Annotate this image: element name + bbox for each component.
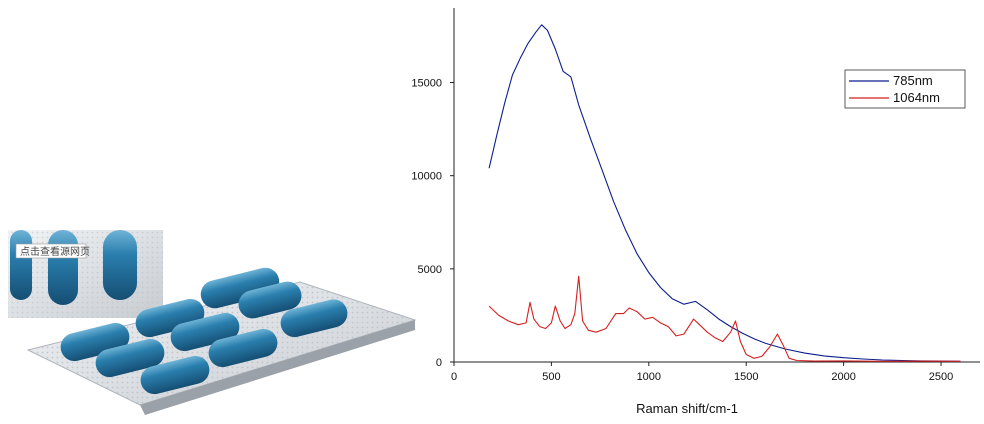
legend-label-1064nm: 1064nm [893,90,940,105]
raman-chart: 0 500 1000 1500 2000 2500 0 5000 10000 15000 785n… [390,0,984,419]
y-tick-label: 5000 [418,264,442,276]
legend: 785nm 1064nm [844,69,966,109]
x-tick-label: 0 [451,371,457,383]
y-tick-label: 15000 [411,78,442,90]
x-tick-label: 2500 [929,371,953,383]
series-line-1064nm [488,275,961,362]
y-tick-label: 10000 [411,171,442,183]
inset-photo: 点击查看源网页 [8,230,163,318]
series-layer [488,24,961,362]
capsule-illustration: 点击查看源网页 [8,230,417,415]
x-axis-title: Raman shift/cm-1 [636,401,738,416]
legend-label-785nm: 785nm [893,73,933,88]
x-tick-label: 500 [542,371,560,383]
series-line-785nm [488,24,961,362]
x-tick-label: 2000 [831,371,855,383]
chart-axes: 0 500 1000 1500 2000 2500 0 5000 10000 15000 [411,8,980,383]
legend-box [844,69,966,109]
capsule-photo: 点击查看源网页 [0,0,420,419]
inset-caption: 点击查看源网页 [20,245,90,258]
chart-svg: 0 500 1000 1500 2000 2500 0 5000 10000 15000 785n… [411,8,980,416]
y-tick-label: 0 [436,357,442,369]
x-tick-label: 1500 [734,371,758,383]
capsules [60,267,348,395]
x-tick-label: 1000 [637,371,661,383]
